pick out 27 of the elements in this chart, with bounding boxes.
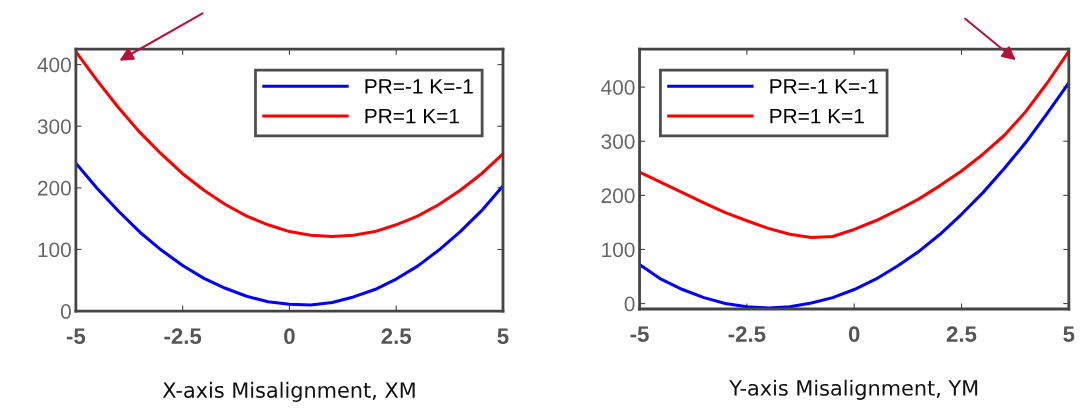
x-axis-title: X-axis Misalignment, XM bbox=[162, 381, 415, 402]
y-tick-label: 0 bbox=[624, 296, 635, 312]
legend-label: PR=1 K=1 bbox=[770, 108, 864, 124]
y-tick-label: 200 bbox=[38, 180, 71, 196]
y-tick-label: 100 bbox=[38, 242, 71, 258]
x-tick-label: 2.5 bbox=[946, 326, 977, 342]
y-tick-label: 200 bbox=[601, 188, 635, 204]
y-tick-label: 300 bbox=[37, 119, 71, 134]
x-axis-title: Y-axis Misalignment, YM bbox=[729, 379, 978, 400]
legend-label: PR=-1 K=-1 bbox=[770, 79, 878, 94]
y-tick-label: 400 bbox=[37, 57, 71, 73]
x-tick-label: 2.5 bbox=[381, 328, 412, 345]
line-series bbox=[75, 161, 503, 307]
x-tick-label: 0 bbox=[848, 326, 860, 342]
x-tick-label: -5 bbox=[66, 328, 86, 345]
y-tick-label: 0 bbox=[60, 304, 71, 319]
x-tick-label: 5 bbox=[1063, 326, 1075, 342]
legend-label: PR=1 K=1 bbox=[365, 108, 459, 124]
legend-label: PR=-1 K=-1 bbox=[365, 79, 473, 94]
x-tick-label: 0 bbox=[284, 328, 295, 345]
y-tick-label: 400 bbox=[601, 80, 635, 95]
y-tick-label: 100 bbox=[602, 242, 635, 258]
x-tick-label: -5 bbox=[630, 326, 649, 342]
y-tick-label: 300 bbox=[601, 134, 635, 149]
x-tick-label: -2.5 bbox=[164, 328, 202, 345]
x-tick-label: 5 bbox=[497, 328, 509, 345]
x-tick-label: -2.5 bbox=[728, 326, 766, 342]
